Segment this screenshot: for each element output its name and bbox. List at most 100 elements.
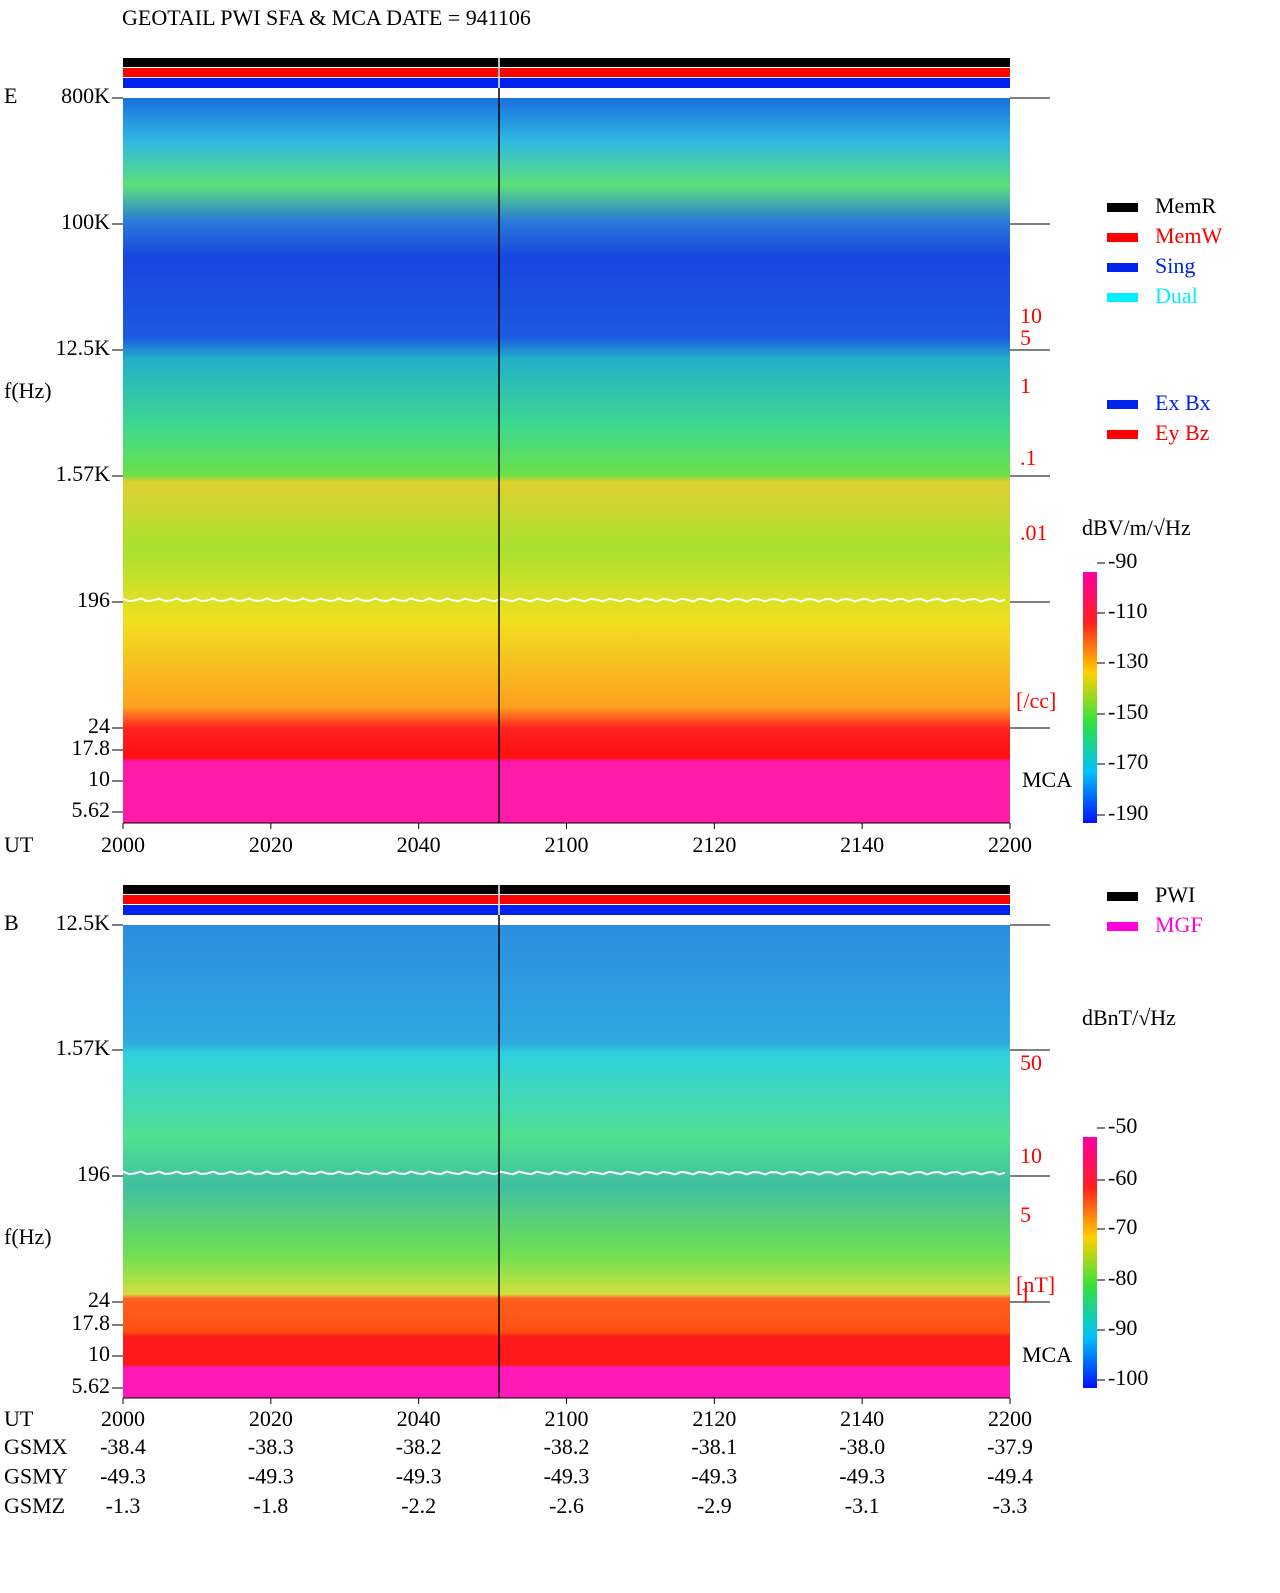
legend-swatch [1107, 430, 1138, 439]
panel-label: B [4, 910, 19, 935]
right-tick-label: 5 [1020, 325, 1031, 350]
legend-swatch [1107, 233, 1138, 242]
right-tick-label: 1 [1020, 373, 1031, 398]
time-tick-label: 2140 [840, 1406, 884, 1431]
freq-tick-label: 24 [88, 713, 110, 738]
panel-label: E [4, 83, 17, 108]
colorbar-tick-label: -90 [1108, 548, 1137, 573]
orbit-value: -3.3 [993, 1493, 1028, 1518]
orbit-value: -37.9 [987, 1434, 1033, 1459]
freq-tick-label: 12.5K [56, 335, 111, 360]
legend-swatch [1107, 263, 1138, 272]
colorbar-tick-label: -130 [1108, 648, 1148, 673]
orbit-label: GSMZ [4, 1493, 65, 1518]
right-tick-label: .1 [1020, 445, 1037, 470]
legend-label: Ex Bx [1155, 390, 1211, 415]
spectrogram [123, 98, 1010, 823]
time-tick-label: 2000 [101, 832, 145, 857]
freq-tick-label: 24 [88, 1287, 110, 1312]
orbit-value: -38.2 [396, 1434, 442, 1459]
orbit-label: GSMX [4, 1434, 68, 1459]
colorbar [1083, 1137, 1097, 1388]
mode-bar-black [123, 885, 1010, 894]
right-tick-label: .01 [1020, 520, 1048, 545]
freq-tick-label: 1.57K [56, 1035, 111, 1060]
legend-label: MemR [1155, 193, 1216, 218]
mca-label: MCA [1022, 1342, 1072, 1367]
orbit-value: -2.2 [401, 1493, 436, 1518]
time-tick-label: 2100 [545, 832, 589, 857]
mca-label: MCA [1022, 767, 1072, 792]
time-tick-label: 2100 [545, 1406, 589, 1431]
time-tick-label: 2200 [988, 1406, 1032, 1431]
colorbar-tick-label: -170 [1108, 749, 1148, 774]
colorbar-title: dBnT/√Hz [1082, 1005, 1176, 1030]
orbit-value: -1.3 [106, 1493, 141, 1518]
time-tick-label: 2040 [397, 1406, 441, 1431]
colorbar-tick-label: -50 [1108, 1113, 1137, 1138]
colorbar-tick-label: -100 [1108, 1365, 1148, 1390]
freq-tick-label: 5.62 [72, 797, 111, 822]
spectrogram [123, 925, 1010, 1398]
colorbar-tick-label: -80 [1108, 1265, 1137, 1290]
orbit-value: -49.4 [987, 1464, 1033, 1489]
x-axis-label: UT [4, 832, 34, 857]
freq-tick-label: 10 [88, 766, 110, 791]
orbit-value: -38.1 [691, 1434, 737, 1459]
right-tick-label: 1 [1020, 1282, 1031, 1307]
freq-tick-label: 1.57K [56, 461, 111, 486]
mode-bar-blue [123, 905, 1010, 915]
mode-bar-blue [123, 78, 1010, 88]
freq-tick-label: 196 [77, 1161, 110, 1186]
time-tick-label: 2020 [249, 832, 293, 857]
legend-label: Ey Bz [1155, 420, 1210, 445]
time-tick-label: 2020 [249, 1406, 293, 1431]
colorbar-tick-label: -150 [1108, 699, 1148, 724]
orbit-value: -3.1 [845, 1493, 880, 1518]
legend-swatch [1107, 892, 1138, 901]
y-axis-label: f(Hz) [4, 378, 52, 403]
orbit-value: -49.3 [248, 1464, 294, 1489]
mode-bar-black [123, 58, 1010, 67]
time-tick-label: 2040 [397, 832, 441, 857]
orbit-value: -38.0 [839, 1434, 885, 1459]
freq-tick-label: 5.62 [72, 1373, 111, 1398]
mode-bar-red [123, 895, 1010, 904]
legend-swatch [1107, 400, 1138, 409]
freq-tick-label: 100K [61, 209, 110, 234]
title: GEOTAIL PWI SFA & MCA DATE = 941106 [122, 5, 531, 30]
legend-swatch [1107, 922, 1138, 931]
legend-label: MemW [1155, 223, 1222, 248]
time-tick-label: 2200 [988, 832, 1032, 857]
colorbar-tick-label: -190 [1108, 800, 1148, 825]
freq-tick-label: 12.5K [56, 910, 111, 935]
legend-label: PWI [1155, 882, 1195, 907]
legend-label: Sing [1155, 253, 1195, 278]
orbit-value: -2.6 [549, 1493, 584, 1518]
orbit-value: -49.3 [691, 1464, 737, 1489]
mode-bar-red [123, 68, 1010, 77]
y-axis-label: f(Hz) [4, 1224, 52, 1249]
plasma-line [122, 597, 1006, 603]
orbit-label: GSMY [4, 1464, 68, 1489]
orbit-value: -38.2 [544, 1434, 590, 1459]
orbit-value: -38.3 [248, 1434, 294, 1459]
legend-swatch [1107, 293, 1138, 302]
right-tick-label: 10 [1020, 1143, 1042, 1168]
colorbar [1083, 572, 1097, 823]
orbit-value: -49.3 [544, 1464, 590, 1489]
time-tick-label: 2120 [692, 1406, 736, 1431]
colorbar-tick-label: -60 [1108, 1165, 1137, 1190]
orbit-value: -49.3 [396, 1464, 442, 1489]
time-tick-label: 2140 [840, 832, 884, 857]
legend-label: Dual [1155, 283, 1198, 308]
orbit-value: -49.3 [100, 1464, 146, 1489]
colorbar-title: dBV/m/√Hz [1082, 515, 1191, 540]
right-tick-label: 5 [1020, 1202, 1031, 1227]
orbit-value: -2.9 [697, 1493, 732, 1518]
orbit-value: -38.4 [100, 1434, 146, 1459]
freq-tick-label: 17.8 [72, 735, 111, 760]
freq-tick-label: 800K [61, 83, 110, 108]
plasma-line [122, 1170, 1006, 1176]
